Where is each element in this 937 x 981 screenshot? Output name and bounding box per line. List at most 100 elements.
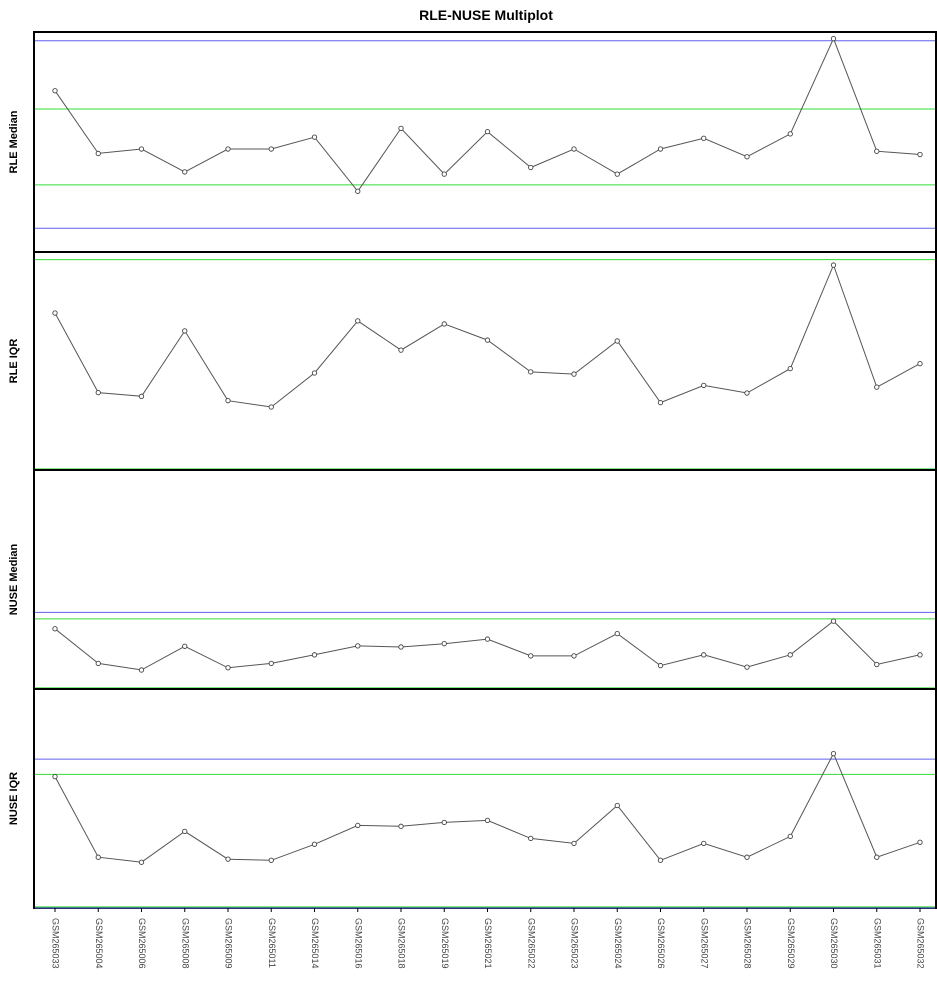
data-point xyxy=(830,35,837,42)
data-point xyxy=(398,125,404,132)
data-point xyxy=(311,370,318,376)
data-point xyxy=(657,662,664,669)
data-point xyxy=(744,154,750,160)
data-point xyxy=(355,188,361,194)
data-point xyxy=(874,148,880,154)
panel-2: NUSE Median xyxy=(8,469,937,690)
data-point xyxy=(95,150,101,157)
data-point xyxy=(657,857,664,863)
panel-frame xyxy=(33,31,937,253)
data-point xyxy=(787,833,793,840)
data-point xyxy=(311,652,318,658)
x-tick-label: GSM265026 xyxy=(656,918,666,969)
y-axis-label: NUSE IQR xyxy=(8,772,20,825)
data-point xyxy=(701,840,707,847)
data-point xyxy=(830,618,837,624)
data-point xyxy=(874,661,880,668)
x-tick-label: GSM265021 xyxy=(483,918,493,969)
y-axis-label: RLE IQR xyxy=(8,339,20,384)
data-point xyxy=(917,151,923,158)
data-point xyxy=(225,665,231,671)
data-point xyxy=(95,389,101,396)
panel-1: RLE IQR xyxy=(8,251,937,471)
data-point xyxy=(95,854,101,860)
plot-panels: RLE Median RLE IQR NUSE Median NUSE IQR xyxy=(8,31,937,909)
x-tick-label: GSM265014 xyxy=(310,918,320,969)
data-point xyxy=(355,643,361,649)
x-tick-label: GSM265006 xyxy=(137,918,147,969)
data-point xyxy=(744,854,750,860)
data-point xyxy=(398,644,404,650)
x-tick-label: GSM265019 xyxy=(440,918,450,969)
x-tick-label: GSM265022 xyxy=(526,918,536,969)
data-point xyxy=(528,653,534,659)
data-point xyxy=(830,750,837,757)
data-point xyxy=(787,365,793,372)
data-point xyxy=(614,802,620,809)
x-tick-label: GSM265033 xyxy=(51,918,61,969)
data-point xyxy=(787,131,793,137)
x-tick-label: GSM265029 xyxy=(786,918,796,969)
data-point xyxy=(614,338,620,344)
panel-frame xyxy=(33,251,937,471)
data-point xyxy=(571,146,577,152)
x-tick-label: GSM265016 xyxy=(353,918,363,969)
data-point xyxy=(441,171,447,177)
data-point xyxy=(398,347,404,353)
data-point xyxy=(138,859,145,865)
data-point xyxy=(355,318,361,324)
data-point xyxy=(182,643,188,649)
panel-frame xyxy=(33,688,937,909)
data-point xyxy=(787,652,793,658)
data-point xyxy=(268,660,274,667)
data-point xyxy=(355,822,361,829)
data-point xyxy=(571,653,577,659)
data-point xyxy=(225,146,231,152)
data-point xyxy=(917,652,923,658)
x-tick-label: GSM265027 xyxy=(699,918,709,969)
series-line xyxy=(54,263,921,408)
panel-frame xyxy=(33,469,937,690)
data-point xyxy=(441,321,447,327)
data-point xyxy=(484,129,491,135)
data-point xyxy=(614,171,620,177)
data-point xyxy=(830,262,837,268)
data-point xyxy=(225,398,231,404)
x-tick-label: GSM265008 xyxy=(180,918,190,969)
x-tick-label: GSM265031 xyxy=(872,918,882,969)
panel-3: NUSE IQR xyxy=(8,688,937,909)
data-point xyxy=(528,369,534,375)
data-point xyxy=(138,146,145,152)
data-point xyxy=(528,835,534,842)
data-point xyxy=(138,393,145,399)
x-tick-label: GSM265009 xyxy=(224,918,234,969)
x-tick-label: GSM265024 xyxy=(613,918,623,969)
x-tick-label: GSM265023 xyxy=(570,918,580,969)
data-point xyxy=(52,626,58,632)
data-point xyxy=(268,404,274,410)
data-point xyxy=(701,652,707,658)
data-point xyxy=(874,384,880,390)
x-tick-label: GSM265028 xyxy=(743,918,753,969)
data-point xyxy=(657,146,664,152)
data-point xyxy=(441,641,447,647)
data-point xyxy=(744,664,750,670)
data-point xyxy=(95,660,101,667)
y-axis-label: NUSE Median xyxy=(8,543,20,615)
series-line xyxy=(54,37,921,193)
data-point xyxy=(441,819,447,826)
chart-title: RLE-NUSE Multiplot xyxy=(419,7,553,23)
data-point xyxy=(225,856,231,862)
data-point xyxy=(917,360,923,367)
x-tick-label: GSM265032 xyxy=(916,918,926,969)
data-point xyxy=(701,382,707,389)
data-point xyxy=(182,328,188,334)
data-point xyxy=(268,857,274,863)
data-point xyxy=(182,169,188,175)
x-tick-label: GSM265018 xyxy=(397,918,407,969)
data-point xyxy=(614,630,620,637)
data-point xyxy=(311,134,318,140)
data-point xyxy=(484,817,491,824)
x-axis-tick-labels: GSM265033 GSM265004 GSM265006 GSM265008 GSM2… xyxy=(51,908,926,969)
